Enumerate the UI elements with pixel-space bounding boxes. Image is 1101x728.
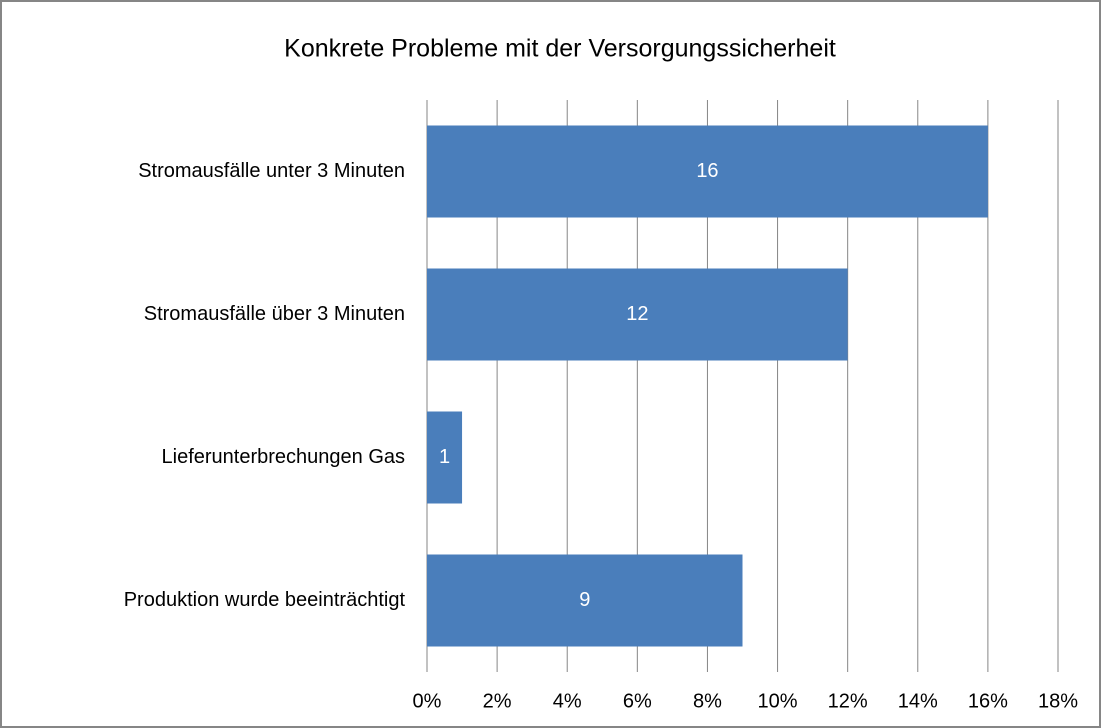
x-tick-label: 14% bbox=[898, 690, 938, 712]
x-tick-label: 6% bbox=[623, 690, 652, 712]
x-tick-label: 18% bbox=[1038, 690, 1078, 712]
data-label: 12 bbox=[626, 303, 648, 325]
x-tick-label: 16% bbox=[968, 690, 1008, 712]
data-label: 1 bbox=[439, 446, 450, 468]
data-label: 9 bbox=[579, 589, 590, 611]
x-tick-label: 12% bbox=[828, 690, 868, 712]
x-tick-label: 0% bbox=[413, 690, 442, 712]
x-tick-label: 8% bbox=[693, 690, 722, 712]
x-tick-label: 2% bbox=[483, 690, 512, 712]
bar bbox=[427, 268, 848, 361]
y-tick-label: Lieferunterbrechungen Gas bbox=[162, 446, 406, 468]
bar bbox=[427, 554, 743, 647]
x-tick-label: 4% bbox=[553, 690, 582, 712]
data-label: 16 bbox=[696, 160, 718, 182]
bar bbox=[427, 125, 988, 218]
bar bbox=[427, 411, 463, 504]
x-tick-label: 10% bbox=[758, 690, 798, 712]
y-tick-label: Stromausfälle über 3 Minuten bbox=[144, 303, 405, 325]
y-tick-label: Produktion wurde beeinträchtigt bbox=[124, 589, 406, 611]
chart-title: Konkrete Probleme mit der Versorgungssic… bbox=[284, 35, 836, 63]
y-tick-label: Stromausfälle unter 3 Minuten bbox=[138, 160, 405, 182]
